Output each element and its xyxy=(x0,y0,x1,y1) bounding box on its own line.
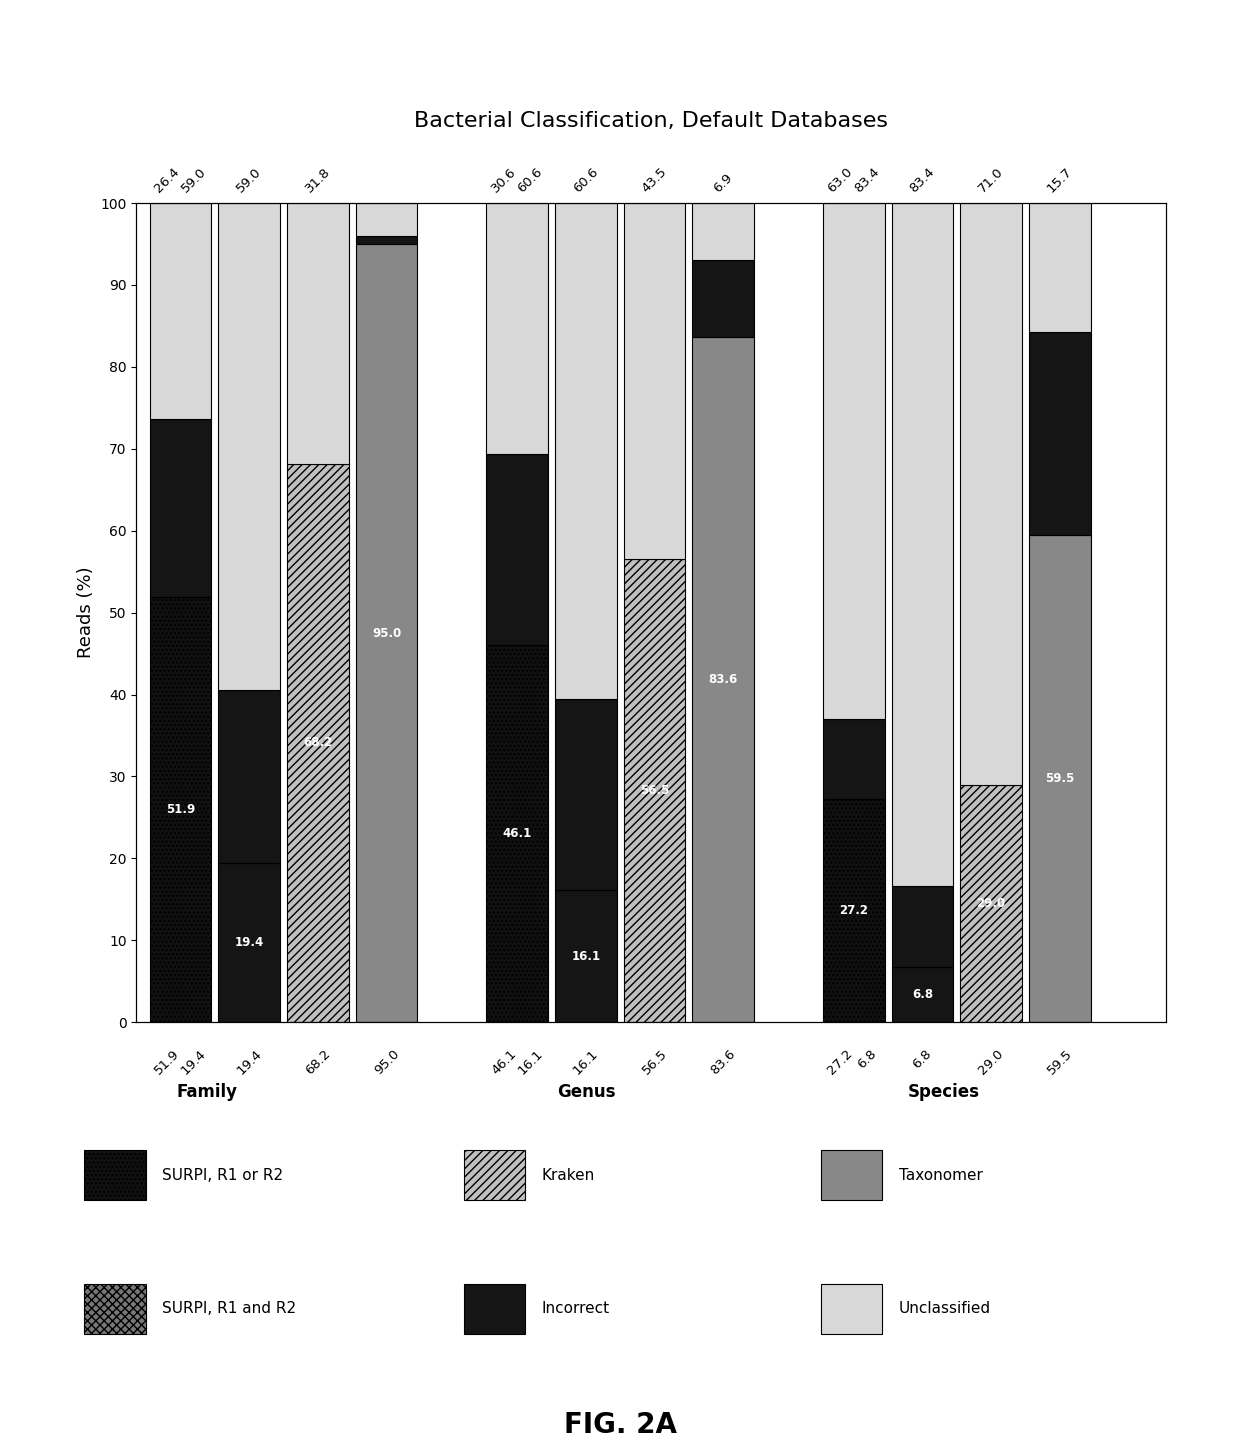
Text: Kraken: Kraken xyxy=(542,1167,595,1183)
Bar xyxy=(150,203,211,419)
Bar xyxy=(624,203,686,560)
Text: 63.0: 63.0 xyxy=(826,165,856,194)
Text: 27.2: 27.2 xyxy=(839,905,868,918)
Text: 46.1: 46.1 xyxy=(502,826,532,840)
Text: 59.0: 59.0 xyxy=(234,165,264,194)
Bar xyxy=(218,863,280,1022)
Text: 83.6: 83.6 xyxy=(708,1047,738,1077)
Bar xyxy=(218,690,280,863)
Text: 6.9: 6.9 xyxy=(712,171,735,194)
Text: 19.4: 19.4 xyxy=(234,1047,264,1077)
Bar xyxy=(823,799,884,1022)
Y-axis label: Reads (%): Reads (%) xyxy=(77,567,94,658)
Text: 29.0: 29.0 xyxy=(977,898,1006,911)
Text: 16.1: 16.1 xyxy=(572,950,600,963)
Text: 56.5: 56.5 xyxy=(640,784,670,798)
Bar xyxy=(464,1283,526,1334)
Bar xyxy=(1029,535,1091,1022)
Bar xyxy=(892,967,954,1022)
Text: 46.1: 46.1 xyxy=(489,1047,518,1077)
Text: Taxonomer: Taxonomer xyxy=(899,1167,983,1183)
Text: 16.1: 16.1 xyxy=(516,1047,546,1077)
Text: 83.4: 83.4 xyxy=(908,165,937,194)
Bar xyxy=(356,244,418,1022)
Bar xyxy=(692,338,754,1022)
Bar xyxy=(692,260,754,338)
Text: 59.5: 59.5 xyxy=(1045,771,1075,784)
Bar xyxy=(823,203,884,719)
Text: 6.8: 6.8 xyxy=(910,1047,935,1070)
Bar xyxy=(486,645,548,1022)
Bar xyxy=(1029,203,1091,332)
Bar xyxy=(823,719,884,799)
Text: 15.7: 15.7 xyxy=(1045,165,1075,194)
Bar xyxy=(84,1283,146,1334)
Text: 26.4: 26.4 xyxy=(153,165,182,194)
Text: 6.8: 6.8 xyxy=(911,987,932,1000)
Bar xyxy=(84,1150,146,1201)
Text: SURPI, R1 or R2: SURPI, R1 or R2 xyxy=(162,1167,284,1183)
Bar xyxy=(821,1283,883,1334)
Text: 60.6: 60.6 xyxy=(516,165,546,194)
Bar xyxy=(288,203,348,464)
Title: Bacterial Classification, Default Databases: Bacterial Classification, Default Databa… xyxy=(414,110,888,130)
Text: Incorrect: Incorrect xyxy=(542,1301,610,1317)
Text: FIG. 2A: FIG. 2A xyxy=(563,1411,677,1438)
Text: SURPI, R1 and R2: SURPI, R1 and R2 xyxy=(162,1301,296,1317)
Bar xyxy=(1029,332,1091,535)
Text: Unclassified: Unclassified xyxy=(899,1301,991,1317)
Bar xyxy=(150,419,211,597)
Text: 19.4: 19.4 xyxy=(179,1047,208,1077)
Text: 59.0: 59.0 xyxy=(179,165,208,194)
Text: 71.0: 71.0 xyxy=(976,165,1006,194)
Bar xyxy=(960,784,1022,1022)
Bar xyxy=(556,699,616,890)
Text: 60.6: 60.6 xyxy=(570,165,600,194)
Bar xyxy=(556,890,616,1022)
Text: 56.5: 56.5 xyxy=(640,1047,670,1077)
Text: 68.2: 68.2 xyxy=(304,737,332,750)
Bar xyxy=(692,203,754,260)
Text: 51.9: 51.9 xyxy=(166,803,195,816)
Text: Family: Family xyxy=(176,1083,238,1101)
Text: Genus: Genus xyxy=(557,1083,616,1101)
Bar xyxy=(486,454,548,645)
Text: 83.6: 83.6 xyxy=(708,673,738,686)
Text: 16.1: 16.1 xyxy=(570,1047,601,1077)
Bar xyxy=(892,203,954,886)
Text: 95.0: 95.0 xyxy=(372,626,402,639)
Bar xyxy=(464,1150,526,1201)
Text: 43.5: 43.5 xyxy=(640,165,670,194)
Bar xyxy=(960,203,1022,784)
Bar xyxy=(892,886,954,967)
Bar xyxy=(624,560,686,1022)
Text: 31.8: 31.8 xyxy=(303,165,334,194)
Text: 95.0: 95.0 xyxy=(372,1047,402,1077)
Bar xyxy=(218,203,280,690)
Bar xyxy=(556,203,616,699)
Text: 19.4: 19.4 xyxy=(234,937,264,950)
Bar xyxy=(150,597,211,1022)
Text: 27.2: 27.2 xyxy=(826,1047,856,1077)
Bar xyxy=(288,464,348,1022)
Bar xyxy=(356,203,418,236)
Text: 51.9: 51.9 xyxy=(153,1047,182,1077)
Bar xyxy=(821,1150,883,1201)
Text: 29.0: 29.0 xyxy=(976,1047,1006,1077)
Bar xyxy=(356,236,418,244)
Text: 68.2: 68.2 xyxy=(303,1047,332,1077)
Bar xyxy=(486,203,548,454)
Text: Species: Species xyxy=(908,1083,980,1101)
Text: 6.8: 6.8 xyxy=(854,1047,879,1070)
Text: 59.5: 59.5 xyxy=(1045,1047,1075,1077)
Text: 83.4: 83.4 xyxy=(852,165,882,194)
Text: 30.6: 30.6 xyxy=(489,165,518,194)
